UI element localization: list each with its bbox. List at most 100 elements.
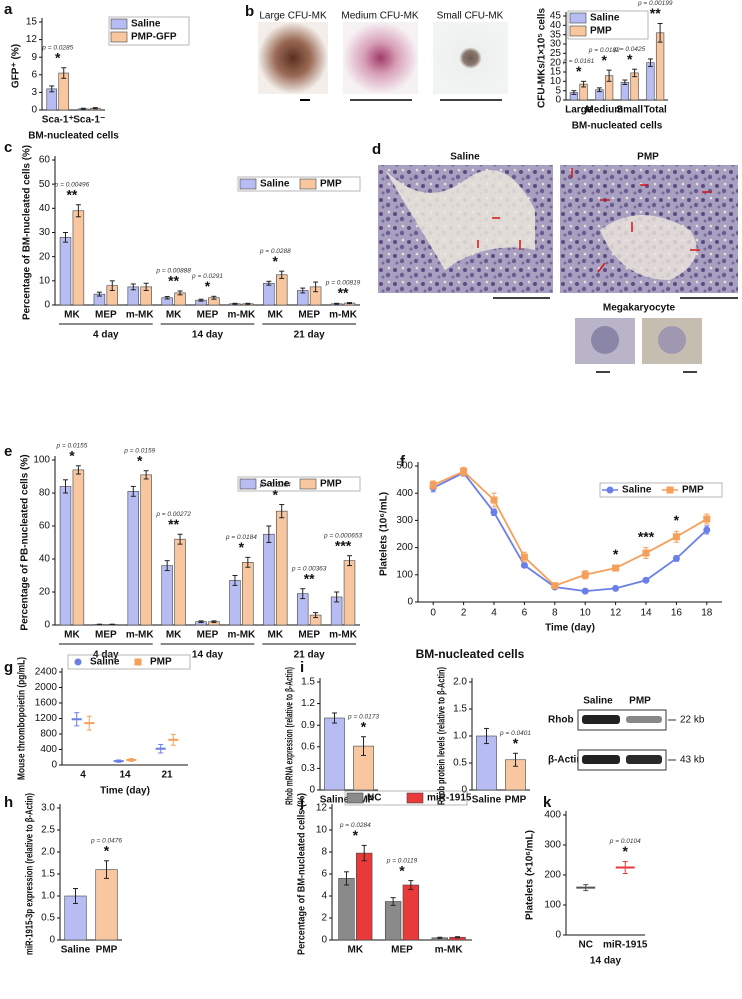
- x-tick-label: m-MK: [227, 630, 256, 641]
- x-tick-label: 2: [461, 608, 467, 619]
- y-tick-label: 25: [550, 48, 562, 59]
- size-label: 22 kb: [680, 715, 705, 726]
- y-axis-label: Percentage of BM-nucleated cells (%): [297, 793, 308, 955]
- marker: [703, 515, 711, 523]
- y-tick-label: 400: [544, 810, 561, 821]
- p-value: p = 0.00819: [325, 279, 361, 286]
- y-tick-label: 0: [555, 930, 561, 941]
- y-tick-label: 8: [321, 847, 327, 858]
- x-tick-label: 14: [640, 608, 652, 619]
- x-axis-label: BM-nucleated cells: [28, 131, 119, 142]
- p-value: p = 0.00199: [637, 0, 673, 7]
- x-tick-label: MEP: [95, 630, 117, 641]
- y-tick-label: 0.5: [453, 758, 467, 769]
- y-tick-label: 1.0: [453, 731, 467, 742]
- y-tick-label: 3.0: [41, 803, 55, 814]
- micrograph-label: PMP: [637, 152, 659, 163]
- y-tick-label: 35: [550, 29, 562, 40]
- x-tick-label: Saline: [61, 945, 91, 956]
- x-tick-label: Medium: [585, 105, 623, 116]
- micrograph-label: Small CFU-MK: [437, 11, 504, 22]
- x-tick-label: 14: [119, 770, 131, 781]
- y-tick-label: 400: [40, 744, 57, 755]
- legend-swatch: [299, 478, 317, 490]
- panel-letter: d: [372, 141, 381, 158]
- p-value: p = 0.0288: [259, 248, 291, 255]
- panel-letter: h: [4, 794, 13, 811]
- y-tick-label: 10: [550, 76, 562, 87]
- y-tick-label: 2.0: [453, 677, 467, 688]
- bar: [59, 486, 72, 626]
- legend-marker: [606, 486, 614, 494]
- significance: *: [55, 49, 61, 65]
- marker: [460, 467, 468, 475]
- legend-label: Saline: [90, 657, 120, 668]
- bar: [127, 491, 140, 626]
- marker: [581, 587, 589, 595]
- y-tick-label: 0: [407, 597, 413, 608]
- bar: [356, 852, 373, 941]
- significance: *: [627, 51, 633, 67]
- y-tick-label: 0: [309, 785, 315, 796]
- x-tick-label: m-MK: [329, 310, 358, 321]
- p-value: p = 0.0173: [347, 713, 379, 720]
- x-tick-label: 18: [701, 608, 713, 619]
- micrograph-label: Large CFU-MK: [259, 11, 327, 22]
- bar: [263, 533, 275, 626]
- significance: *: [623, 843, 629, 859]
- legend-label: miR-1915: [427, 793, 472, 804]
- y-tick-label: 200: [396, 542, 413, 553]
- micrograph-label: Saline: [450, 152, 480, 163]
- bar: [242, 561, 254, 626]
- y-tick-label: 12: [316, 803, 328, 814]
- p-value: p = 0.000653: [323, 532, 363, 539]
- p-value: p = 0.0291: [191, 273, 223, 280]
- y-tick-label: 100: [396, 569, 413, 580]
- y-tick-label: 3: [31, 87, 37, 98]
- x-axis-label: BM-nucleated cells: [572, 121, 663, 132]
- bar: [384, 901, 402, 941]
- legend-label: PMP: [320, 179, 342, 190]
- y-tick-label: 200: [544, 870, 561, 881]
- legend-frame: [237, 476, 361, 492]
- significance: *: [361, 718, 367, 734]
- y-tick-label: 45: [550, 11, 562, 22]
- significance: ***: [335, 537, 352, 553]
- x-axis-label: Time (day): [545, 623, 595, 634]
- legend-swatch: [569, 25, 587, 37]
- legend-swatch: [569, 12, 587, 24]
- lane-label: PMP: [629, 696, 651, 707]
- y-tick-label: 0: [49, 935, 55, 946]
- significance: **: [168, 516, 179, 532]
- legend-frame: [237, 176, 361, 192]
- significance: *: [399, 862, 405, 878]
- x-tick-label: Total: [644, 105, 667, 116]
- x-axis-label: Time (day): [100, 786, 150, 797]
- y-tick-label: 2.0: [41, 847, 55, 858]
- micrograph: [258, 22, 328, 94]
- y-tick-label: 12: [26, 34, 38, 45]
- arrows: [477, 168, 712, 273]
- y-tick-label: 400: [396, 488, 413, 499]
- y-tick-label: 40: [39, 554, 51, 565]
- y-axis-label: Percentage of BM-nucleated cells (%): [22, 145, 33, 320]
- legend-label: Saline: [131, 19, 161, 30]
- x-tick-label: MEP: [298, 310, 320, 321]
- x-tick-label: MK: [166, 630, 182, 641]
- p-value: p = 0.0159: [123, 447, 155, 454]
- x-tick-label: Sca-1⁺: [42, 115, 74, 126]
- p-value: p = 0.0284: [339, 822, 371, 829]
- legend-label: Saline: [590, 13, 620, 24]
- significance: **: [168, 273, 179, 289]
- legend-marker: [134, 658, 142, 666]
- y-tick-label: 15: [550, 67, 562, 78]
- y-tick-label: 40: [39, 203, 51, 214]
- blot-band: [626, 755, 662, 764]
- panel-letter: j: [299, 794, 304, 811]
- bar: [95, 869, 118, 941]
- legend-label: PMP-GFP: [131, 32, 177, 43]
- y-tick-label: 800: [40, 729, 57, 740]
- band-label: Rhob: [548, 715, 574, 726]
- p-value: p = 0.0425: [613, 46, 645, 53]
